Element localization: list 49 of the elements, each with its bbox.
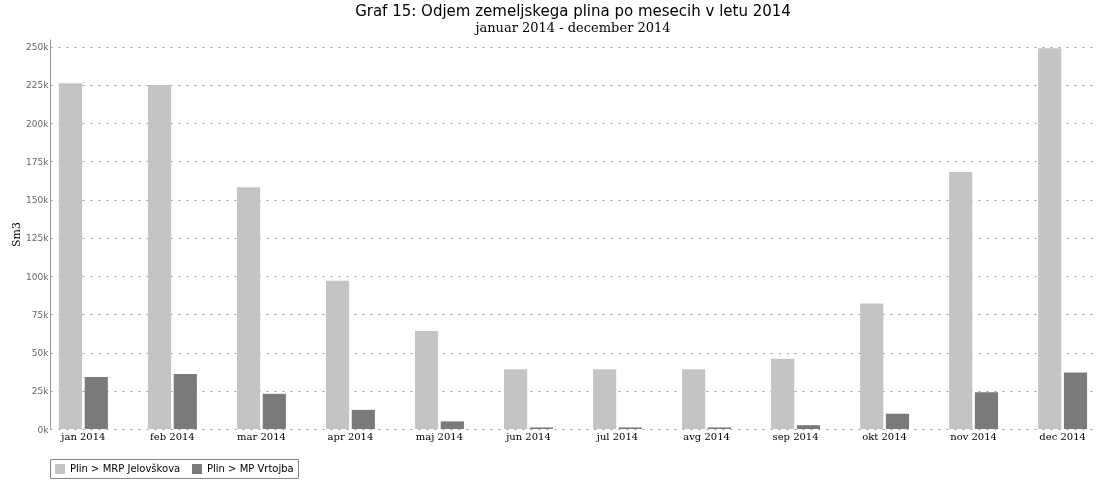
y-tick-label: 175k — [26, 156, 50, 167]
bar — [504, 369, 528, 429]
bar — [84, 377, 108, 429]
bar — [885, 413, 910, 429]
chart-subtitle: januar 2014 - december 2014 — [473, 20, 671, 35]
y-tick-label: 250k — [26, 42, 50, 53]
y-tick-label: 25k — [31, 386, 50, 397]
bar — [974, 392, 999, 429]
bar — [949, 172, 973, 429]
x-tick-label: dec 2014 — [1039, 430, 1086, 442]
bar — [414, 331, 439, 429]
bar — [771, 358, 795, 429]
x-tick-label: okt 2014 — [862, 430, 907, 442]
y-tick-label: 150k — [26, 195, 50, 206]
x-tick-label: mar 2014 — [237, 430, 286, 442]
x-tick-label: avg 2014 — [683, 430, 730, 442]
bar — [1038, 48, 1062, 429]
x-tick-label: jul 2014 — [595, 430, 639, 442]
legend-label: Plin > MRP Jelovškova — [70, 463, 181, 474]
bar — [173, 373, 197, 429]
x-tick-label: nov 2014 — [950, 430, 997, 442]
x-tick-label: maj 2014 — [415, 430, 464, 442]
x-tick-label: apr 2014 — [327, 430, 374, 442]
y-tick-label: 50k — [31, 348, 50, 359]
bar — [262, 393, 286, 429]
bar — [593, 369, 617, 429]
bar — [236, 187, 261, 429]
y-tick-label: 100k — [26, 271, 50, 282]
bar — [860, 303, 884, 429]
x-tick-label: jan 2014 — [60, 430, 106, 442]
chart-title: Graf 15: Odjem zemeljskega plina po mesecih v letu 2014 — [355, 2, 791, 20]
x-tick-label: sep 2014 — [772, 430, 819, 442]
bar — [796, 425, 821, 429]
bar — [58, 83, 83, 429]
bar — [325, 280, 350, 429]
x-tick-label: jun 2014 — [505, 430, 551, 442]
bar — [682, 369, 706, 429]
y-tick-label: 125k — [26, 233, 50, 244]
bar — [1063, 372, 1088, 429]
legend-label: Plin > MP Vrtojba — [207, 463, 294, 474]
bar — [147, 84, 172, 429]
bar — [351, 409, 375, 429]
y-tick-label: 225k — [26, 80, 50, 91]
y-tick-label: 200k — [26, 118, 50, 129]
bar — [440, 421, 464, 429]
y-tick-label: 75k — [31, 309, 50, 320]
y-tick-label: 0k — [37, 424, 50, 435]
y-axis-title: Sm3 — [10, 222, 24, 247]
x-tick-label: feb 2014 — [150, 430, 195, 442]
